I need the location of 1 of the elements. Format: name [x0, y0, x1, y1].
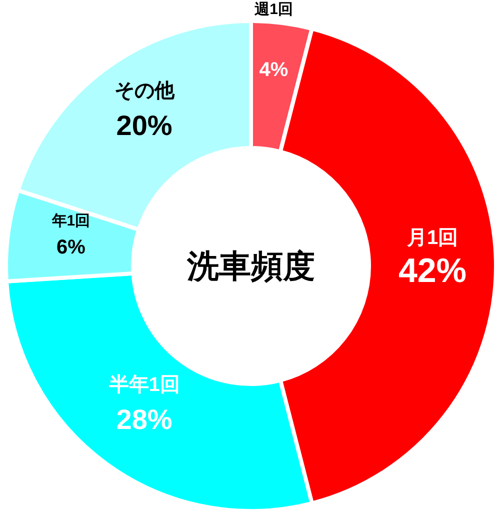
title: 洗車頻度 [187, 248, 315, 284]
